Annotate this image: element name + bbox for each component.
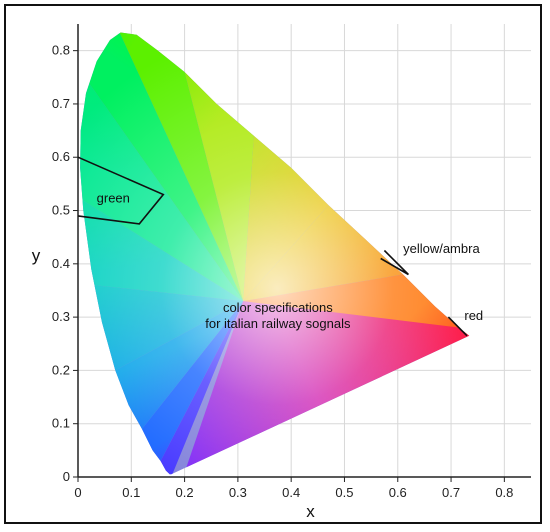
annotation-line-2: for italian railway sognals: [205, 316, 351, 331]
x-axis-label: x: [306, 502, 315, 521]
region-outline-green: [77, 156, 165, 225]
region-label-red: red: [464, 308, 483, 323]
x-tick-label-8: 0.8: [495, 485, 513, 500]
chromaticity-chart: 0 0.1 0.2 0.3 0.4 0.5 0.6 0.7 0.8 0 0.1 0.2 0.3 0.4 0.…: [32, 24, 531, 521]
x-tick-label-0: 0: [74, 485, 81, 500]
y-tick-label-6: 0.6: [52, 149, 70, 164]
x-tick-label-2: 0.2: [176, 485, 194, 500]
x-tick-label-3: 0.3: [229, 485, 247, 500]
region-outline-yellow-ambra: [380, 249, 409, 276]
x-tick-label-1: 0.1: [122, 485, 140, 500]
y-tick-label-0: 0: [63, 469, 70, 484]
annotation-line-1: color specifications: [223, 300, 333, 315]
signal-regions: [77, 156, 468, 337]
chart-frame: 0 0.1 0.2 0.3 0.4 0.5 0.6 0.7 0.8 0 0.1 0.2 0.3 0.4 0.…: [4, 4, 542, 524]
x-tick-label-4: 0.4: [282, 485, 300, 500]
axes: 0 0.1 0.2 0.3 0.4 0.5 0.6 0.7 0.8 0 0.1 0.2 0.3 0.4 0.…: [52, 24, 531, 500]
y-tick-label-8: 0.8: [52, 43, 70, 58]
y-tick-label-3: 0.3: [52, 309, 70, 324]
y-tick-label-7: 0.7: [52, 96, 70, 111]
x-tick-label-6: 0.6: [389, 485, 407, 500]
y-axis-label: y: [32, 246, 41, 265]
x-tick-label-7: 0.7: [442, 485, 460, 500]
y-tick-label-5: 0.5: [52, 203, 70, 218]
y-tick-label-4: 0.4: [52, 256, 70, 271]
region-outline-red: [447, 316, 468, 337]
y-tick-label-1: 0.1: [52, 416, 70, 431]
x-tick-label-5: 0.5: [335, 485, 353, 500]
y-tick-label-2: 0.2: [52, 362, 70, 377]
region-label-yellow: yellow/ambra: [403, 241, 480, 256]
region-label-green: green: [97, 191, 130, 206]
